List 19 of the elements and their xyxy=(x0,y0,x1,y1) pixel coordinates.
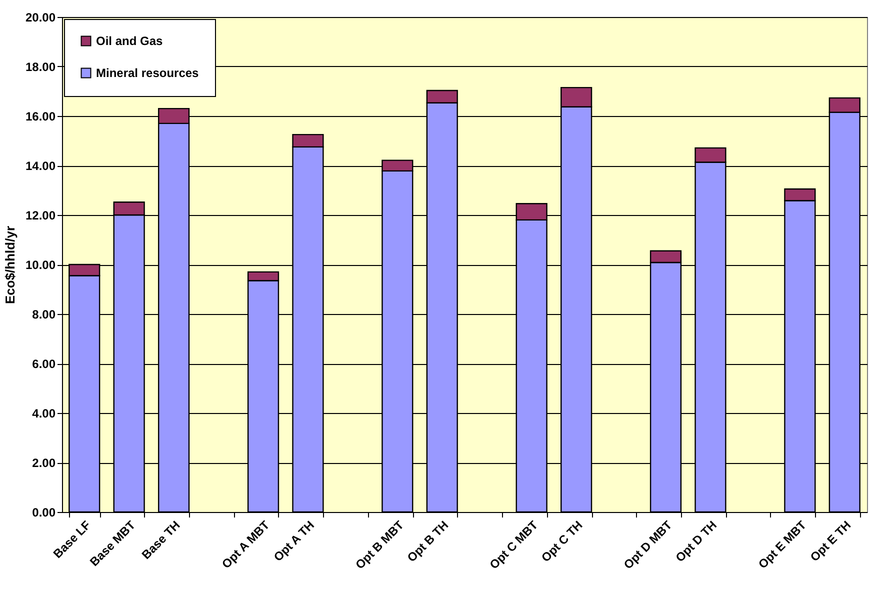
y-tick-label: 2.00 xyxy=(32,456,56,470)
x-tick-label: Opt A TH xyxy=(270,518,317,564)
y-tick-label: 4.00 xyxy=(32,406,56,420)
y-tick-label: 0.00 xyxy=(32,506,56,520)
y-tick-label: 18.00 xyxy=(25,60,56,74)
legend-label: Oil and Gas xyxy=(96,34,164,48)
y-tick-label: 12.00 xyxy=(25,208,56,222)
legend-label: Mineral resources xyxy=(96,66,200,80)
x-tick-label: Opt B TH xyxy=(404,518,452,565)
y-tick-label: 14.00 xyxy=(25,159,56,173)
y-tick-label: 16.00 xyxy=(25,110,56,124)
x-tick-label: Opt D TH xyxy=(672,518,720,565)
y-tick-label: 10.00 xyxy=(25,258,56,272)
y-tick-label: 20.00 xyxy=(25,10,56,24)
y-axis-title: Eco$/hhld/yr xyxy=(2,226,18,304)
y-tick-label: 6.00 xyxy=(32,357,56,371)
y-tick-label: 8.00 xyxy=(32,308,56,322)
x-tick-label: Opt C TH xyxy=(538,518,586,565)
x-tick-label: Opt E TH xyxy=(807,518,854,564)
